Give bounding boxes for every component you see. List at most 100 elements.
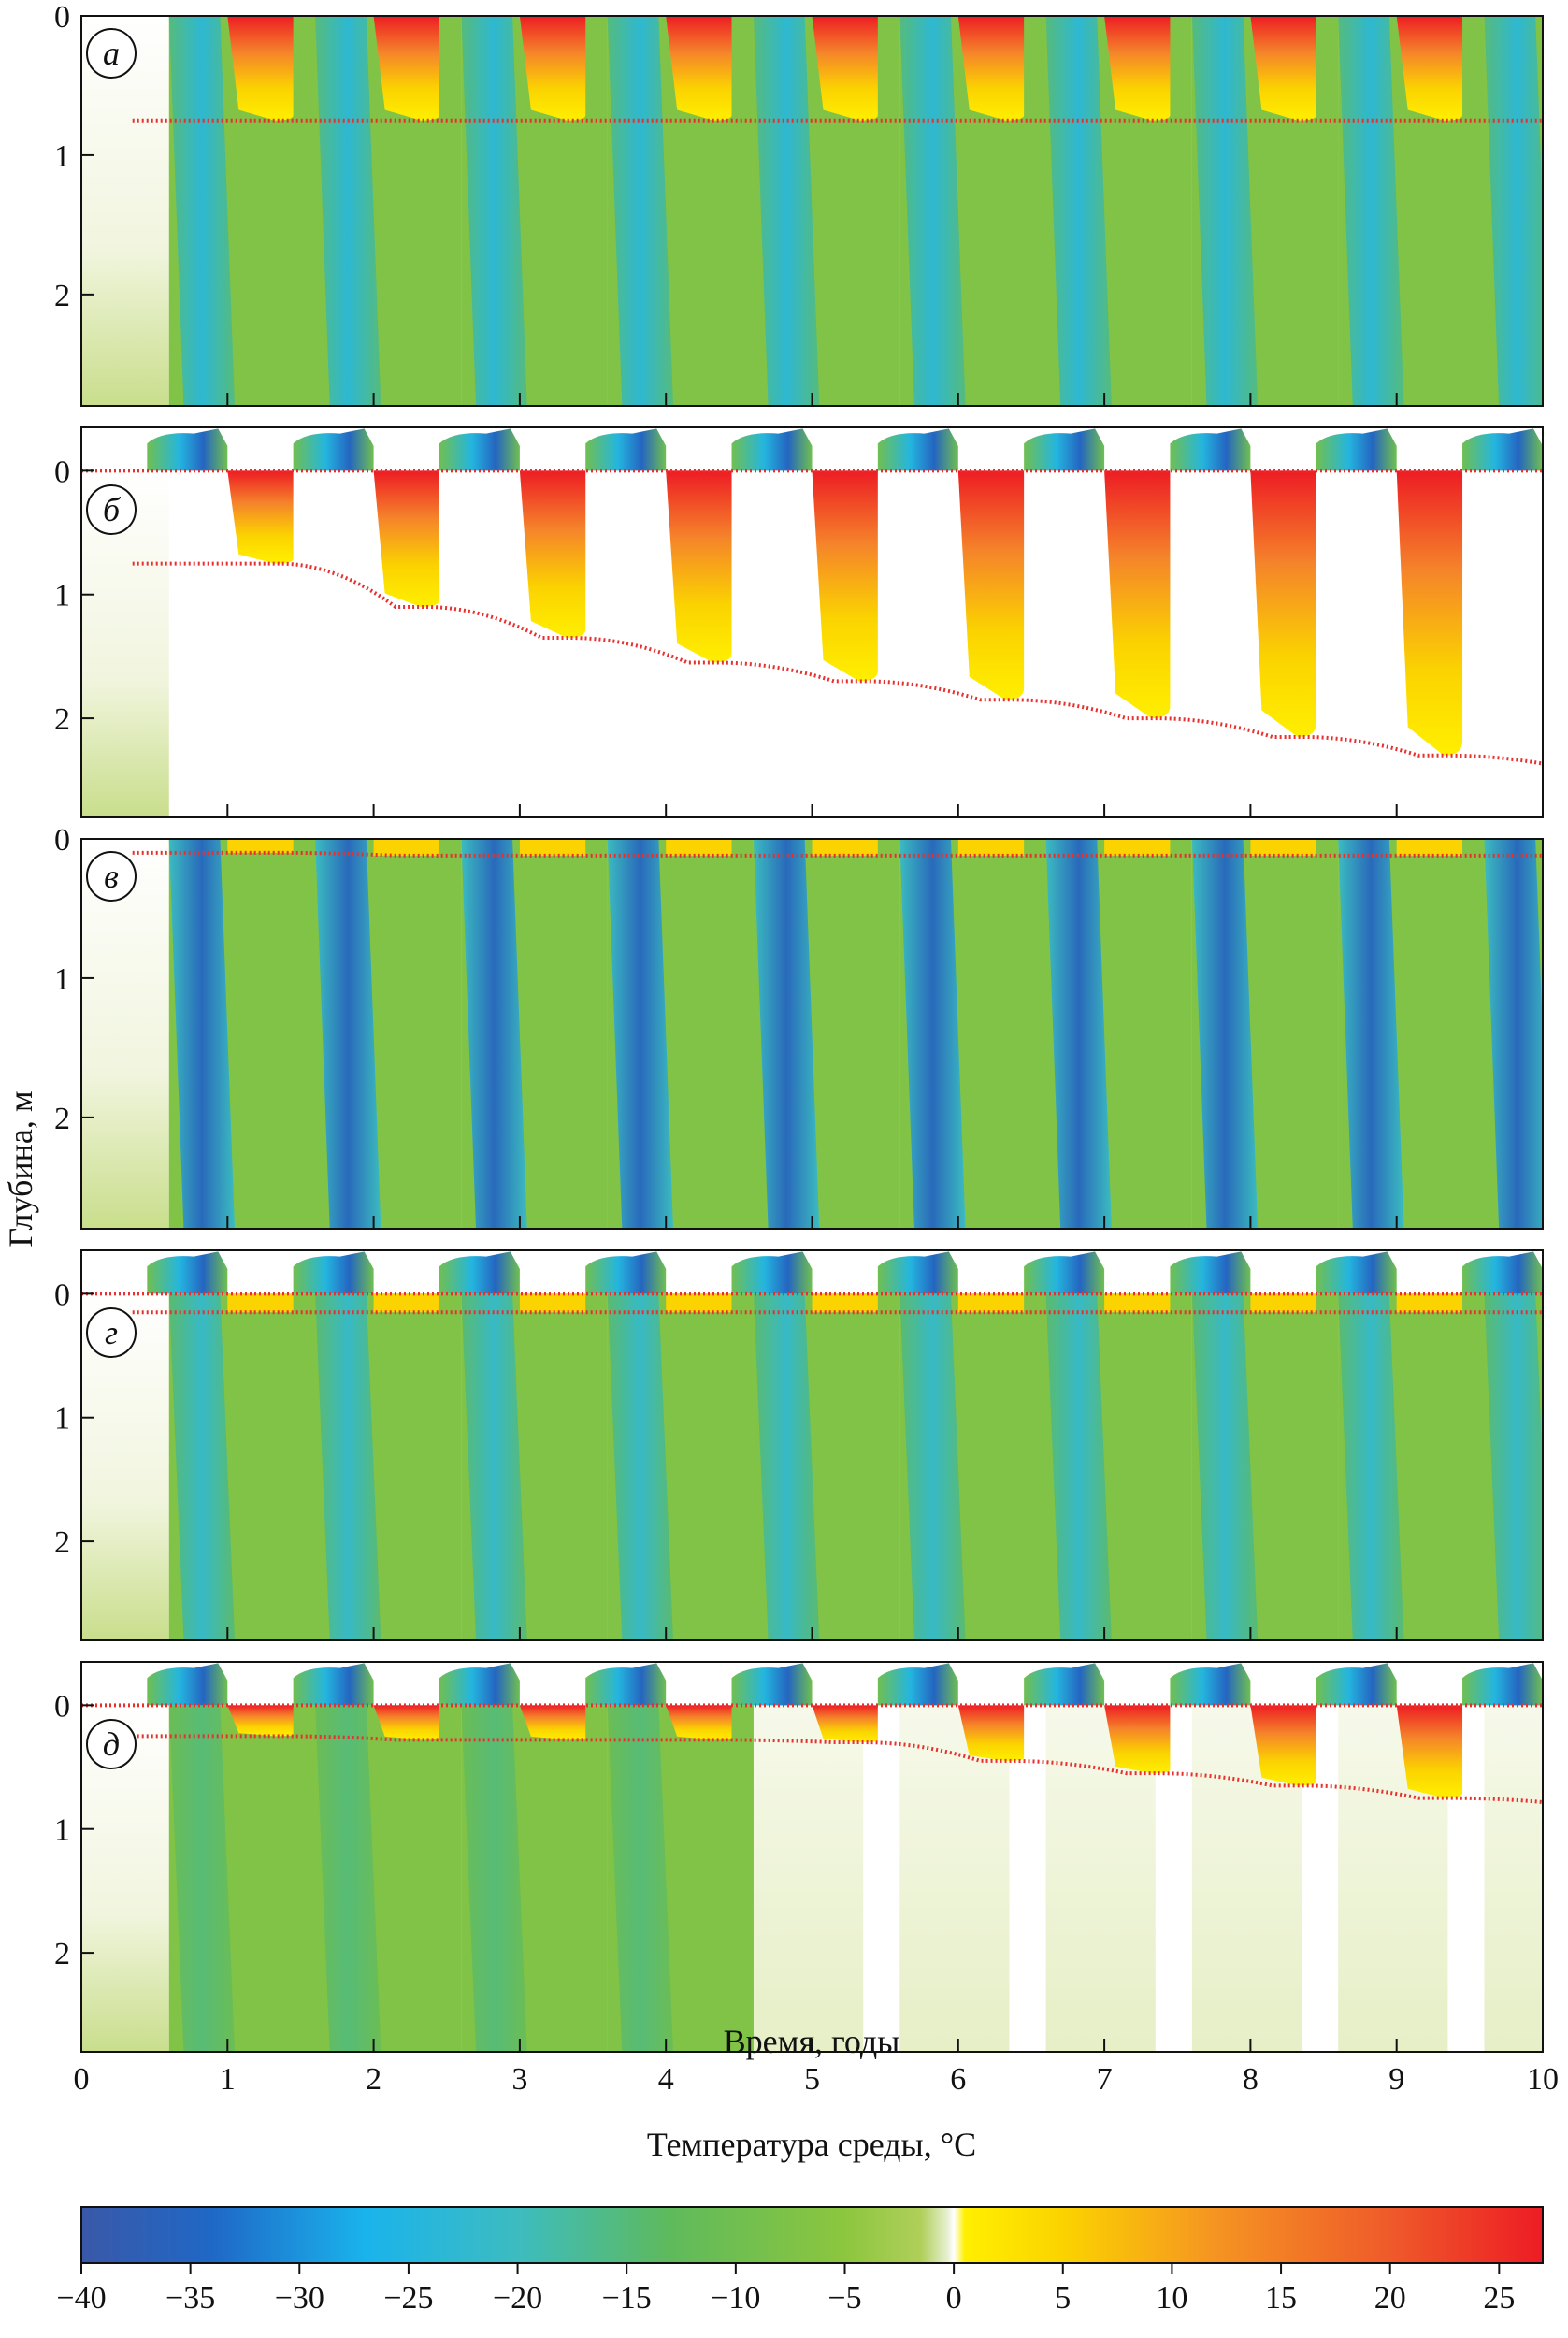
panel-2-plot: [81, 428, 1568, 817]
cold-wedge: [1338, 16, 1404, 406]
snow-cover: [439, 1663, 520, 1706]
y-tick-label: 0: [54, 455, 70, 489]
thaw-plume: [1543, 839, 1568, 856]
panel-4-plot: [81, 1251, 1543, 1640]
thaw-plume: [957, 470, 1025, 700]
cold-wedge: [1484, 1293, 1543, 1640]
winter-band: [1484, 1705, 1543, 2052]
panel-5-plot: [81, 1663, 1543, 2052]
thaw-plume: [1104, 1293, 1171, 1313]
colorbar-tick-label: −20: [493, 2281, 542, 2316]
y-tick-label: 2: [54, 1937, 70, 1971]
thaw-plume: [1250, 839, 1316, 856]
snow-cover: [293, 1663, 374, 1706]
cold-wedge: [315, 16, 381, 406]
thaw-plume: [373, 1705, 439, 1740]
cold-wedge: [1338, 1293, 1404, 1640]
initial-column: [81, 16, 169, 406]
snow-cover: [1170, 428, 1251, 471]
panel-1: 0 1 2 а: [54, 0, 1544, 407]
thaw-plume: [666, 16, 732, 121]
snow-cover: [147, 428, 228, 471]
cold-wedge: [1191, 16, 1259, 406]
thaw-plume: [227, 1705, 294, 1737]
cold-wedge: [607, 1293, 674, 1640]
cold-wedge: [1484, 839, 1543, 1229]
thaw-plume: [1250, 470, 1316, 737]
snow-cover: [585, 428, 667, 471]
panel-5: 0 1 2 д: [54, 1661, 1544, 2053]
thaw-plume: [1104, 839, 1171, 856]
thaw-plume: [1396, 1293, 1463, 1313]
cold-wedge: [899, 16, 966, 406]
panel-label-circle: [86, 484, 137, 535]
thaw-plume: [957, 16, 1025, 121]
thaw-plume: [812, 839, 878, 856]
y-tick-label: 1: [54, 139, 70, 174]
freezing-front-line: [132, 850, 1543, 858]
panel-4: 0 1 2 г: [54, 1249, 1544, 1641]
winter-band: [899, 1705, 1010, 2052]
y-axis-title: Глубина, м: [2, 1090, 39, 1247]
x-tick-label: 9: [1388, 2062, 1404, 2097]
y-tick-label: 2: [54, 702, 70, 737]
colorbar-tick-label: 20: [1374, 2281, 1406, 2316]
thaw-plume: [957, 1705, 1025, 1761]
thaw-plume: [519, 839, 586, 856]
thaw-plume: [812, 1293, 878, 1313]
panel-label: д: [103, 1725, 120, 1763]
thaw-plume: [812, 470, 878, 682]
x-tick-label: 0: [74, 2062, 90, 2097]
thaw-plume: [519, 1293, 586, 1313]
y-tick-label: 1: [54, 1813, 70, 1848]
snow-cover: [731, 1251, 813, 1294]
snow-cover: [731, 428, 813, 471]
colorbar-tick-label: 15: [1265, 2281, 1297, 2316]
y-tick-label: 1: [54, 962, 70, 997]
snow-cover: [1024, 1251, 1105, 1294]
cold-wedge: [461, 1293, 527, 1640]
thaw-plume: [812, 1705, 878, 1743]
cold-wedge: [607, 839, 674, 1229]
colorbar-title: Температура среды, °C: [647, 2126, 976, 2163]
colorbar-tick-label: −35: [165, 2281, 215, 2316]
panel-3-plot: [81, 839, 1568, 1229]
x-tick-label: 3: [511, 2062, 527, 2097]
colorbar-tick-label: 10: [1156, 2281, 1187, 2316]
cold-wedge: [753, 839, 820, 1229]
thaw-plume: [1104, 470, 1171, 719]
snow-cover: [585, 1663, 667, 1706]
thaw-plume: [373, 470, 439, 607]
cold-wedge: [168, 16, 236, 406]
cold-wedge: [168, 1705, 236, 2052]
snow-cover: [147, 1663, 228, 1706]
x-axis-title: Время, годы: [724, 2023, 900, 2060]
cold-wedge: [315, 1705, 381, 2052]
snow-cover: [585, 1251, 667, 1294]
snow-cover: [1316, 1251, 1397, 1294]
snow-cover: [147, 1251, 228, 1294]
thaw-plume: [666, 1705, 732, 1740]
cold-wedge: [461, 839, 527, 1229]
thaw-plume: [666, 839, 732, 856]
thaw-plume: [812, 16, 878, 121]
panel-label: в: [104, 858, 119, 895]
freezing-front-line: [132, 561, 1543, 771]
colorbar-tick-label: 0: [946, 2281, 962, 2316]
cold-wedge: [168, 839, 236, 1229]
panel-label-circle: [86, 28, 137, 79]
thaw-plume: [1250, 1293, 1316, 1313]
cold-wedge: [461, 1705, 527, 2052]
thaw-plume: [1543, 470, 1568, 768]
snow-cover: [439, 1251, 520, 1294]
thaw-plume: [373, 1293, 439, 1313]
cold-wedge: [1338, 839, 1404, 1229]
snow-cover: [293, 1251, 374, 1294]
snow-cover: [1170, 1663, 1251, 1706]
y-tick-label: 1: [54, 1402, 70, 1436]
cold-wedge: [899, 839, 966, 1229]
snow-cover: [1316, 428, 1397, 471]
cold-wedge: [1045, 839, 1112, 1229]
x-tick-label: 10: [1527, 2062, 1559, 2097]
